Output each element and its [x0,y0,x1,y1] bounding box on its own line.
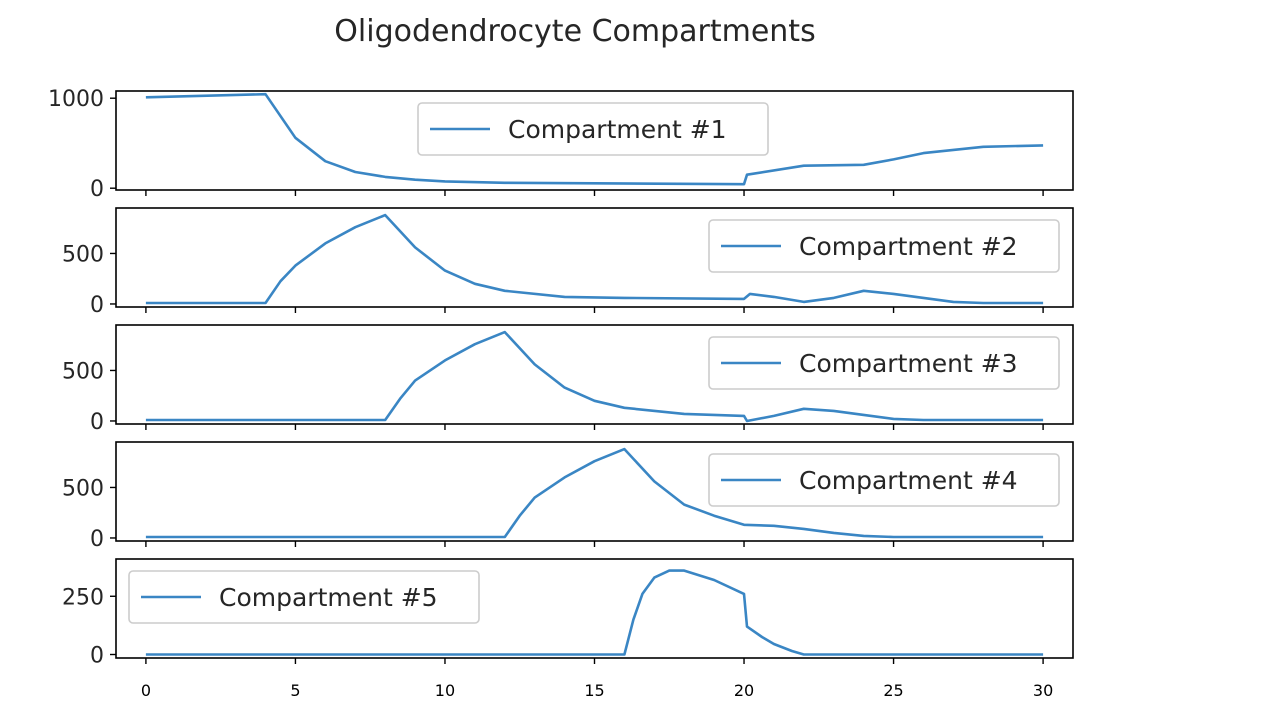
y-tick-label: 0 [90,527,104,552]
legend-box [128,570,480,624]
legend-label: Compartment #5 [219,583,438,612]
y-tick-label: 0 [90,293,104,318]
legend-box [708,336,1060,390]
legend-label: Compartment #4 [799,466,1018,495]
subplot-3: 0 500 Compartment #3 [62,324,1074,435]
y-tick-label: 500 [62,476,104,501]
y-tick-label: 250 [62,585,104,610]
y-tick-label: 500 [62,359,104,384]
legend-box [417,102,769,156]
legend-label: Compartment #2 [799,232,1018,261]
x-tick-label: 5 [290,681,300,700]
series-line-3 [145,330,1044,423]
legend-box [708,219,1060,273]
x-tick-label: 30 [1033,681,1053,700]
x-tick-label: 0 [141,681,151,700]
legend-box [708,453,1060,507]
x-tick-label: 25 [883,681,903,700]
subplot-5: 0 250 Compartment #5 [62,558,1074,669]
legend-label: Compartment #3 [799,349,1018,378]
subplot-2: 0 500 Compartment #2 [62,207,1074,318]
y-tick-label: 500 [62,242,104,267]
series-line-4 [145,447,1044,539]
series-line-2 [145,213,1044,305]
x-tick-label: 20 [734,681,754,700]
y-tick-label: 0 [90,644,104,669]
series-line-5 [145,569,1044,656]
y-tick-label: 0 [90,177,104,202]
legend-label: Compartment #1 [508,115,727,144]
series-line-1 [145,92,1044,186]
subplot-4: 0 500 Compartment #4 [62,441,1074,552]
subplot-1: 0 1000 Compartment #1 [48,87,1074,202]
x-tick-label: 10 [435,681,455,700]
x-tick-label: 15 [584,681,604,700]
y-tick-label: 0 [90,410,104,435]
y-tick-label: 1000 [48,87,104,112]
chart-title: Oligodendrocyte Compartments [334,14,816,49]
